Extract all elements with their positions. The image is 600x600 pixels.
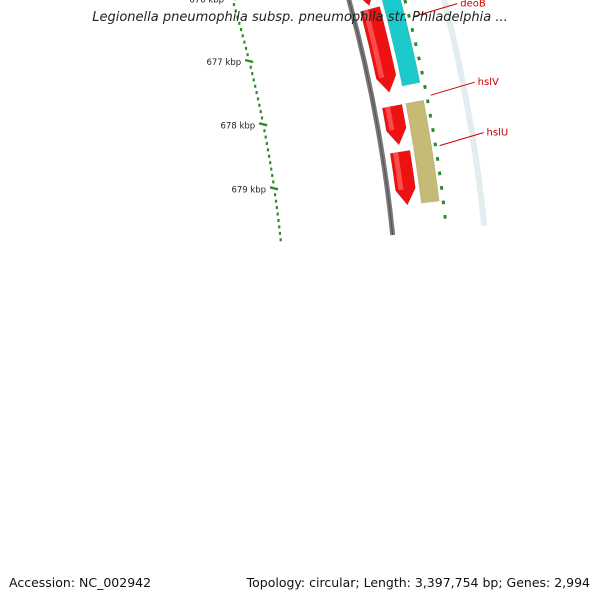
outer-dash-tick <box>431 128 435 133</box>
kbp-label-678: 678 kbp <box>221 121 256 131</box>
gene-arrow-highlight-6 <box>393 152 404 191</box>
outer-dash-tick <box>435 156 440 161</box>
ruler-major-tick <box>269 186 279 191</box>
accession-text: Accession: NC_002942 <box>9 575 152 590</box>
outer-dash-tick <box>413 42 418 47</box>
genome-summary-text: Topology: circular; Length: 3,397,754 bp… <box>246 575 590 590</box>
ruler-dot <box>263 129 266 133</box>
ruler-dot <box>272 180 275 184</box>
ruler-dot <box>249 65 252 69</box>
ruler-dot <box>252 78 255 82</box>
ruler-dot <box>241 34 244 38</box>
outer-dash-tick <box>423 84 427 90</box>
ruler-dot <box>256 97 260 101</box>
outer-dash-tick <box>417 56 421 61</box>
gene-leader-hslU <box>439 132 484 147</box>
ruler-dot <box>269 161 272 165</box>
kbp-label-679: 679 kbp <box>231 185 266 195</box>
ruler-dot <box>244 46 248 50</box>
ruler-dot <box>264 135 267 139</box>
gene-arrow-red-3 <box>362 0 372 7</box>
feature-bar-teal-11 <box>381 0 421 87</box>
outer-dash-tick <box>433 142 438 147</box>
ruler-major-tick <box>244 58 254 64</box>
outer-dash-tick <box>420 70 424 75</box>
gene-arrow-highlight-5 <box>385 106 395 131</box>
feature-bar-khaki-12 <box>405 99 440 204</box>
gene-label-hslU: hslU <box>487 128 509 139</box>
ruler-dot <box>246 53 249 57</box>
ruler-dot <box>274 193 277 197</box>
ruler-dot <box>232 3 236 7</box>
outer-dash-tick <box>428 113 433 118</box>
ruler-dot <box>278 231 282 235</box>
gene-leader-deoB <box>413 3 458 18</box>
outer-pale-track <box>440 0 488 227</box>
ruler-dot <box>270 167 273 171</box>
gene-label-hslV: hslV <box>478 77 499 88</box>
ruler-dot <box>236 15 239 19</box>
kbp-label-677: 677 kbp <box>206 58 241 68</box>
ruler-dot <box>271 173 274 177</box>
outer-dash-tick <box>403 0 408 4</box>
ruler-dot <box>265 141 268 145</box>
ruler-dot <box>243 40 246 44</box>
outer-dash-tick <box>410 27 415 33</box>
ruler-dot <box>254 84 257 88</box>
kbp-label-676: 676 kbp <box>189 0 224 5</box>
ruler-dot <box>259 110 262 114</box>
ruler-dot <box>251 72 254 76</box>
gene-label-deoB: deoB <box>460 0 486 10</box>
ruler-dot <box>278 225 281 229</box>
ruler-dot <box>258 103 261 107</box>
ruler-dot <box>276 212 279 216</box>
ruler-dot <box>260 116 264 120</box>
outer-dash-tick <box>407 13 411 18</box>
ruler-dot <box>279 238 282 242</box>
gene-arrow-highlight-4 <box>363 9 385 79</box>
ruler-dot <box>238 21 241 25</box>
outer-dash-tick <box>437 171 442 176</box>
sequence-backbone-core <box>348 0 394 236</box>
outer-dash-tick <box>425 99 430 104</box>
ruler-dot <box>239 28 243 32</box>
genome-title: Legionella pneumophila subsp. pneumophil… <box>92 10 508 25</box>
ruler-major-tick <box>258 122 268 127</box>
ruler-dot <box>266 148 270 152</box>
ruler-dot <box>268 154 271 158</box>
ruler-dot <box>255 91 258 95</box>
gene-arrow-red-6 <box>389 150 416 206</box>
ruler-dot <box>275 206 278 210</box>
ruler-dot <box>274 199 278 203</box>
ruler-dot <box>277 218 280 222</box>
ruler-dot <box>234 9 237 13</box>
gene-leader-hslV <box>430 81 475 96</box>
